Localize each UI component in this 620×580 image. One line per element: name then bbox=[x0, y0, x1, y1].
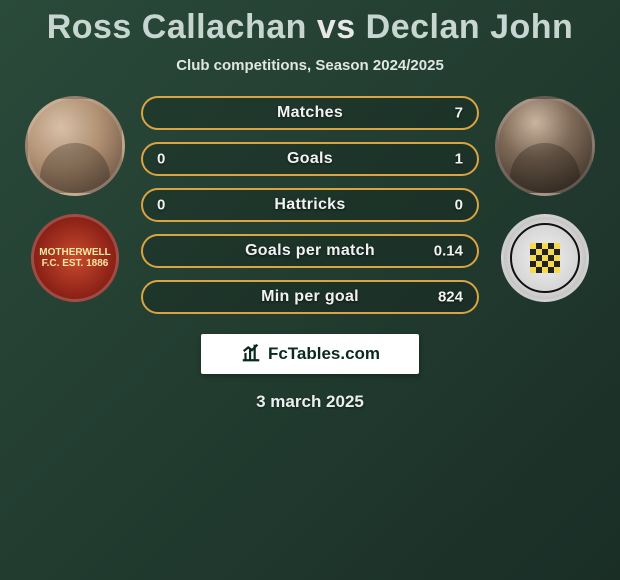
brand-text: FcTables.com bbox=[268, 344, 380, 364]
date-text: 3 march 2025 bbox=[0, 392, 620, 412]
stat-right-value: 0 bbox=[455, 197, 463, 214]
stat-label: Goals bbox=[287, 150, 333, 168]
stats-table: Matches 7 0 Goals 1 0 Hattricks 0 Goals … bbox=[135, 92, 485, 314]
player2-name: Declan John bbox=[366, 8, 574, 46]
player1-avatar bbox=[25, 96, 125, 196]
player1-name: Ross Callachan bbox=[47, 8, 307, 46]
crest-left-text: MOTHERWELL F.C. EST. 1886 bbox=[34, 247, 116, 269]
stat-row-hattricks: 0 Hattricks 0 bbox=[141, 188, 479, 222]
left-side: MOTHERWELL F.C. EST. 1886 bbox=[15, 92, 135, 302]
stat-row-matches: Matches 7 bbox=[141, 96, 479, 130]
right-side bbox=[485, 92, 605, 302]
page-title: Ross Callachan vs Declan John bbox=[0, 8, 620, 47]
stat-right-value: 0.14 bbox=[434, 243, 463, 260]
stat-right-value: 824 bbox=[438, 289, 463, 306]
player2-club-crest bbox=[501, 214, 589, 302]
brand-badge: FcTables.com bbox=[201, 334, 419, 374]
bar-chart-icon bbox=[240, 341, 262, 368]
stat-label: Hattricks bbox=[274, 196, 345, 214]
player1-club-crest: MOTHERWELL F.C. EST. 1886 bbox=[31, 214, 119, 302]
subtitle: Club competitions, Season 2024/2025 bbox=[0, 57, 620, 74]
stat-row-goals-per-match: Goals per match 0.14 bbox=[141, 234, 479, 268]
stat-row-goals: 0 Goals 1 bbox=[141, 142, 479, 176]
stat-right-value: 1 bbox=[455, 151, 463, 168]
vs-text: vs bbox=[317, 8, 356, 46]
player2-avatar bbox=[495, 96, 595, 196]
comparison-area: MOTHERWELL F.C. EST. 1886 Matches 7 0 Go… bbox=[0, 92, 620, 314]
stat-label: Goals per match bbox=[245, 242, 375, 260]
stat-right-value: 7 bbox=[455, 105, 463, 122]
header: Ross Callachan vs Declan John Club compe… bbox=[0, 0, 620, 74]
stat-left-value: 0 bbox=[157, 197, 165, 214]
crest-right-ring bbox=[510, 223, 580, 293]
stat-label: Matches bbox=[277, 104, 343, 122]
stat-label: Min per goal bbox=[261, 288, 359, 306]
stat-row-min-per-goal: Min per goal 824 bbox=[141, 280, 479, 314]
stat-left-value: 0 bbox=[157, 151, 165, 168]
